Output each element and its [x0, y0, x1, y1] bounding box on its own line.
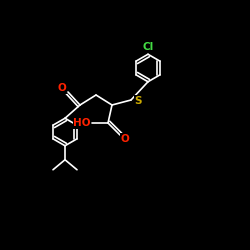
Text: O: O [120, 134, 130, 144]
Text: S: S [134, 96, 142, 106]
Text: O: O [58, 83, 66, 93]
Text: HO: HO [73, 118, 91, 128]
Text: Cl: Cl [142, 42, 154, 52]
